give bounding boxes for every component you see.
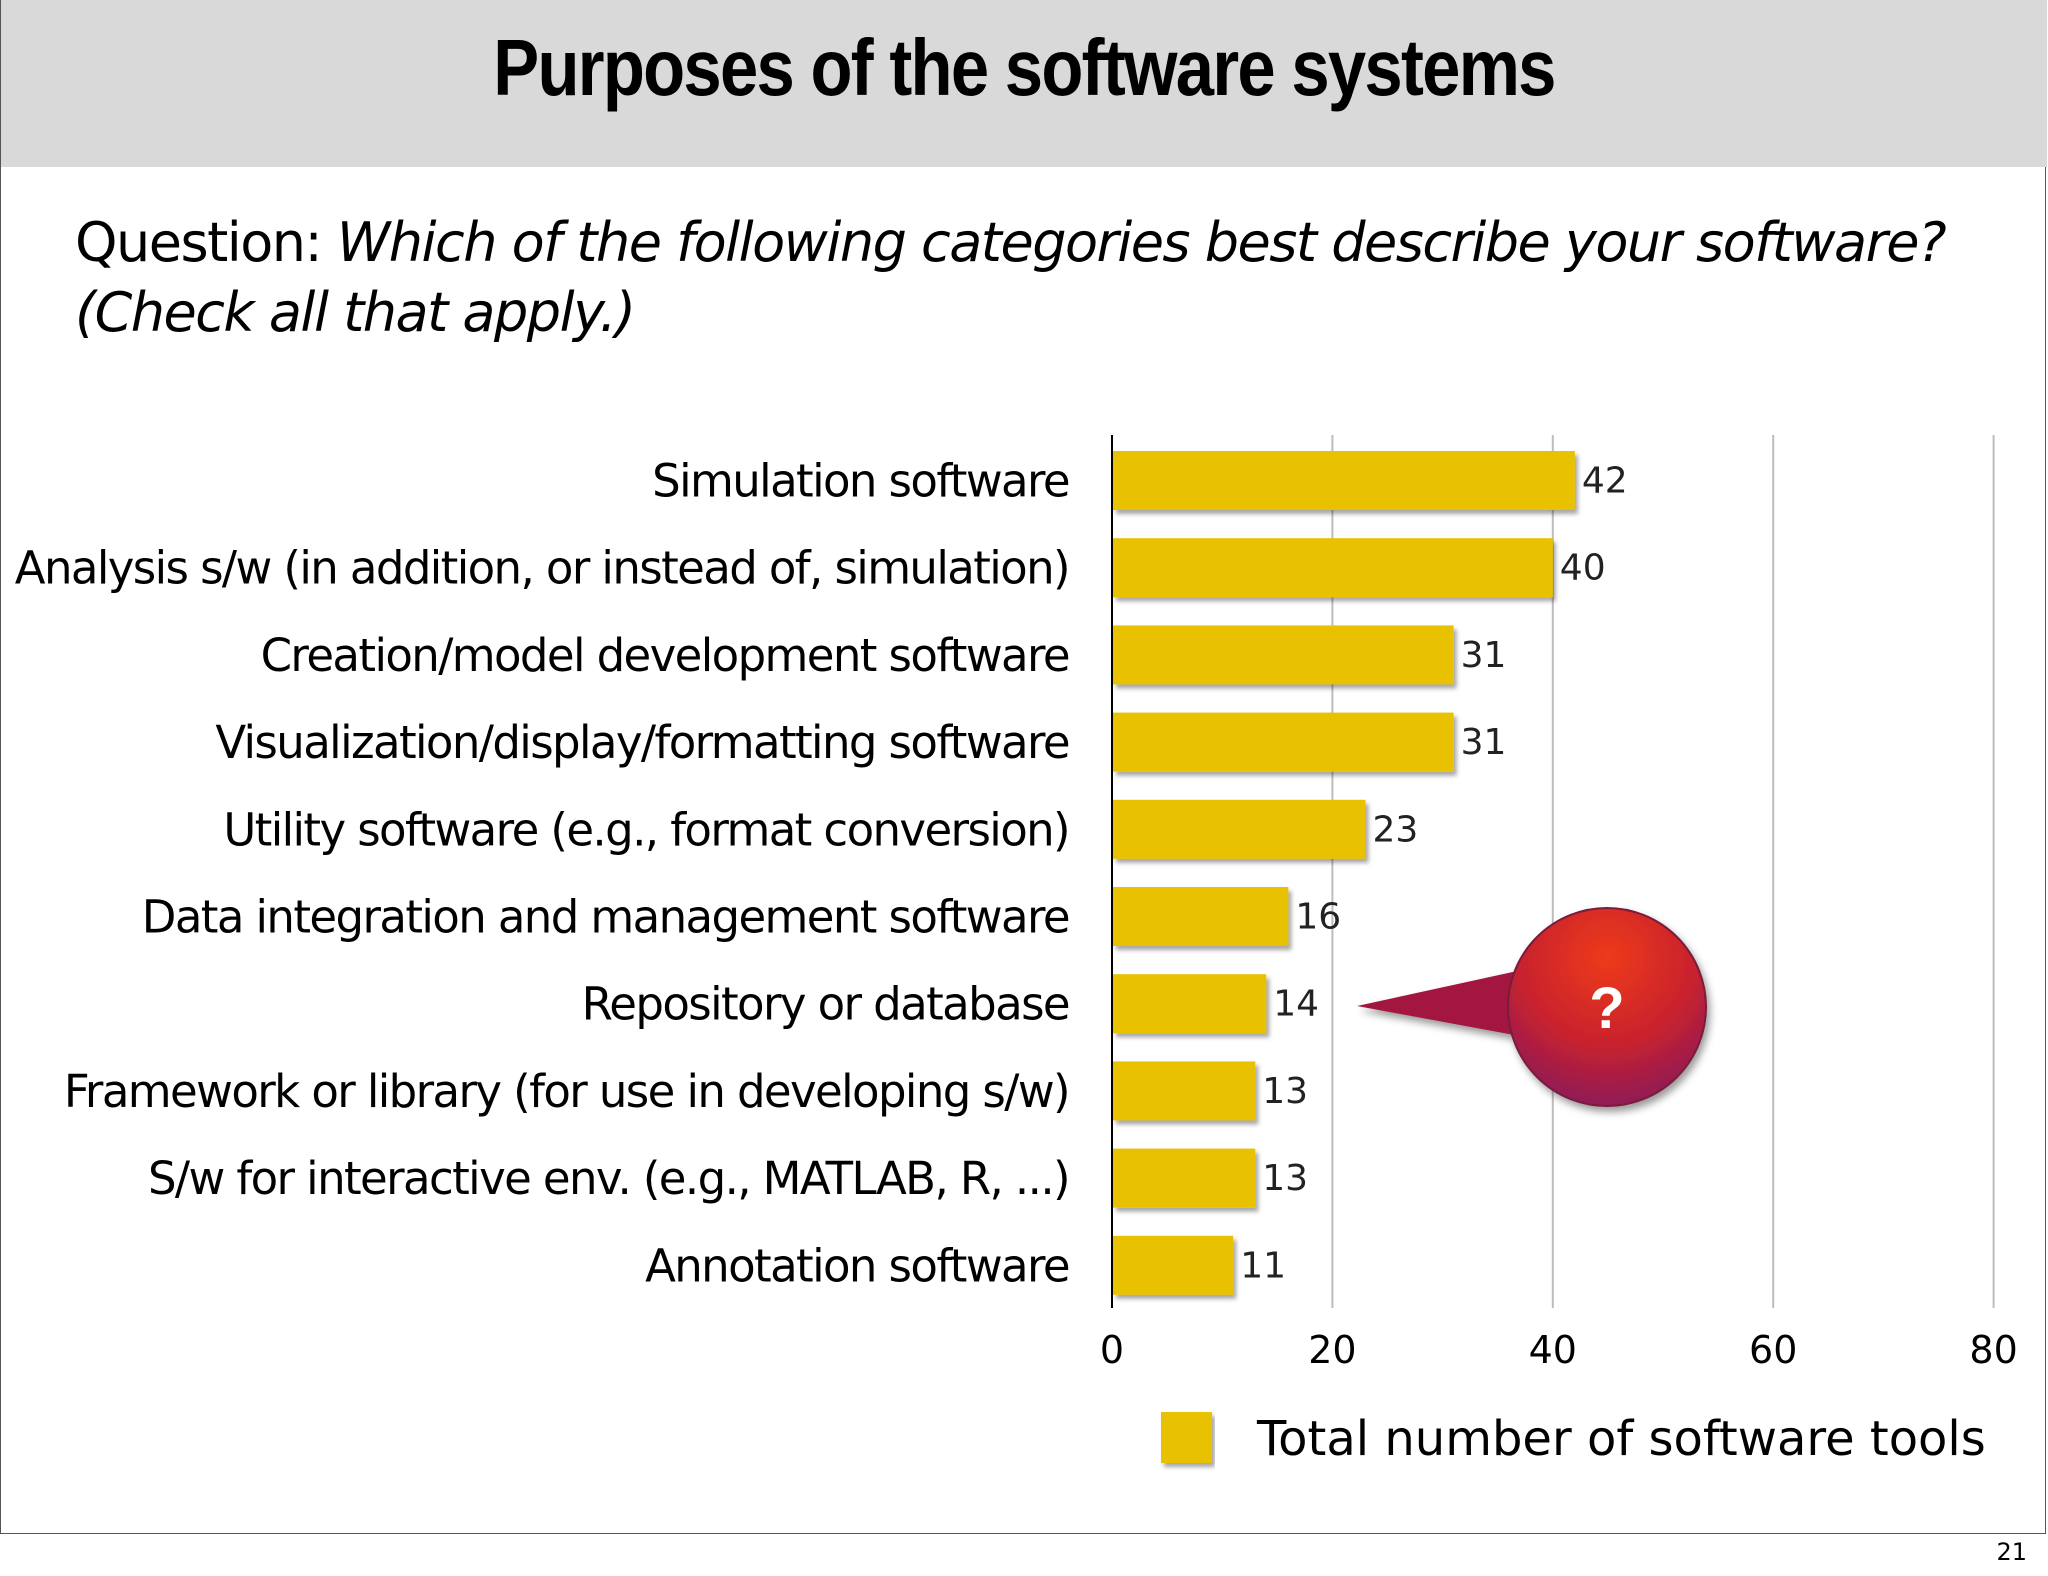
category-label: Analysis s/w (in addition, or instead of… — [15, 542, 1069, 595]
data-label: 31 — [1461, 722, 1507, 763]
bar — [1113, 712, 1454, 772]
bar — [1113, 1235, 1234, 1295]
callout-bubble — [1507, 907, 1707, 1107]
question-prefix: Question: — [75, 211, 337, 274]
bar — [1113, 887, 1289, 946]
legend: Total number of software tools — [1161, 1411, 1986, 1467]
category-label: Visualization/display/formatting softwar… — [215, 716, 1069, 769]
x-tick-label: 40 — [1529, 1328, 1577, 1372]
x-tick-label: 80 — [1969, 1328, 2017, 1372]
callout — [1357, 907, 1707, 1107]
title-bar — [1, 0, 2047, 167]
category-label: Framework or library (for use in develop… — [64, 1065, 1069, 1118]
bar — [1113, 1061, 1256, 1121]
bar-chart: Simulation software Analysis s/w (in addi… — [15, 435, 2018, 1467]
data-label: 40 — [1560, 548, 1606, 589]
category-label: S/w for interactive env. (e.g., MATLAB, … — [148, 1152, 1069, 1205]
bar — [1113, 625, 1454, 685]
legend-swatch — [1161, 1412, 1212, 1463]
data-label: 31 — [1461, 635, 1507, 676]
slide-title: Purposes of the software systems — [493, 23, 1556, 112]
x-tick-label: 0 — [1100, 1328, 1124, 1372]
question: Question: Which of the following categor… — [75, 208, 1975, 348]
bar — [1113, 799, 1366, 859]
callout-text: ? — [1589, 976, 1624, 1041]
bar — [1113, 1148, 1256, 1208]
data-labels: 42 40 31 31 23 16 14 13 13 11 — [1240, 461, 1627, 1287]
question-text: Which of the following categories best d… — [75, 211, 1947, 344]
data-label: 16 — [1295, 897, 1341, 938]
x-tick-label: 60 — [1749, 1328, 1797, 1372]
category-labels: Simulation software Analysis s/w (in addi… — [15, 455, 1071, 1293]
x-tick-label: 20 — [1308, 1328, 1356, 1372]
x-axis-ticks: 0 20 40 60 80 — [1100, 1328, 2018, 1372]
category-label: Creation/model development software — [261, 629, 1069, 682]
legend-label: Total number of software tools — [1256, 1411, 1986, 1467]
data-label: 13 — [1262, 1071, 1308, 1112]
page-number: 21 — [1996, 1538, 2027, 1566]
data-label: 23 — [1372, 809, 1418, 850]
bar — [1113, 974, 1267, 1034]
category-label: Simulation software — [652, 455, 1069, 508]
bar — [1113, 538, 1553, 598]
bar — [1113, 451, 1575, 510]
data-label: 42 — [1582, 461, 1628, 502]
bars — [1113, 451, 1575, 1295]
category-label: Data integration and management software — [142, 891, 1069, 944]
callout-pointer — [1357, 968, 1541, 1040]
category-label: Utility software (e.g., format conversio… — [223, 803, 1069, 856]
data-label: 14 — [1273, 984, 1319, 1025]
category-label: Repository or database — [582, 978, 1069, 1031]
data-label: 11 — [1240, 1245, 1286, 1286]
category-label: Annotation software — [645, 1239, 1069, 1292]
data-label: 13 — [1262, 1158, 1308, 1199]
